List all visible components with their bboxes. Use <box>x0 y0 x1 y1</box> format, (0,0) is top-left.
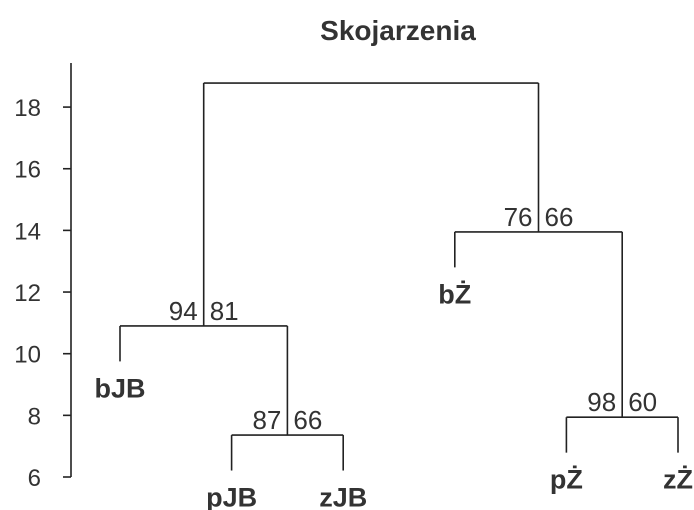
leaf-label: pŻ <box>550 465 583 495</box>
leaf-label: zJB <box>319 483 367 510</box>
bp-label: 66 <box>293 405 322 435</box>
bp-label: 66 <box>545 202 574 232</box>
y-tick-label: 6 <box>28 465 41 492</box>
y-tick-label: 16 <box>14 157 41 184</box>
y-tick-label: 8 <box>28 403 41 430</box>
leaf-label: zŻ <box>663 465 693 495</box>
au-label: 94 <box>169 296 198 326</box>
leaf-label: bJB <box>94 373 145 403</box>
au-label: 87 <box>252 405 281 435</box>
au-label: 98 <box>587 387 616 417</box>
bp-label: 60 <box>628 387 657 417</box>
bp-label: 81 <box>210 296 239 326</box>
y-tick-label: 12 <box>14 280 41 307</box>
y-tick-label: 10 <box>14 342 41 369</box>
y-tick-label: 14 <box>14 218 41 245</box>
leaf-label: bŻ <box>438 279 471 309</box>
chart-title: Skojarzenia <box>320 15 476 46</box>
y-tick-label: 18 <box>14 95 41 122</box>
au-label: 76 <box>504 202 533 232</box>
leaf-label: pJB <box>206 483 257 510</box>
